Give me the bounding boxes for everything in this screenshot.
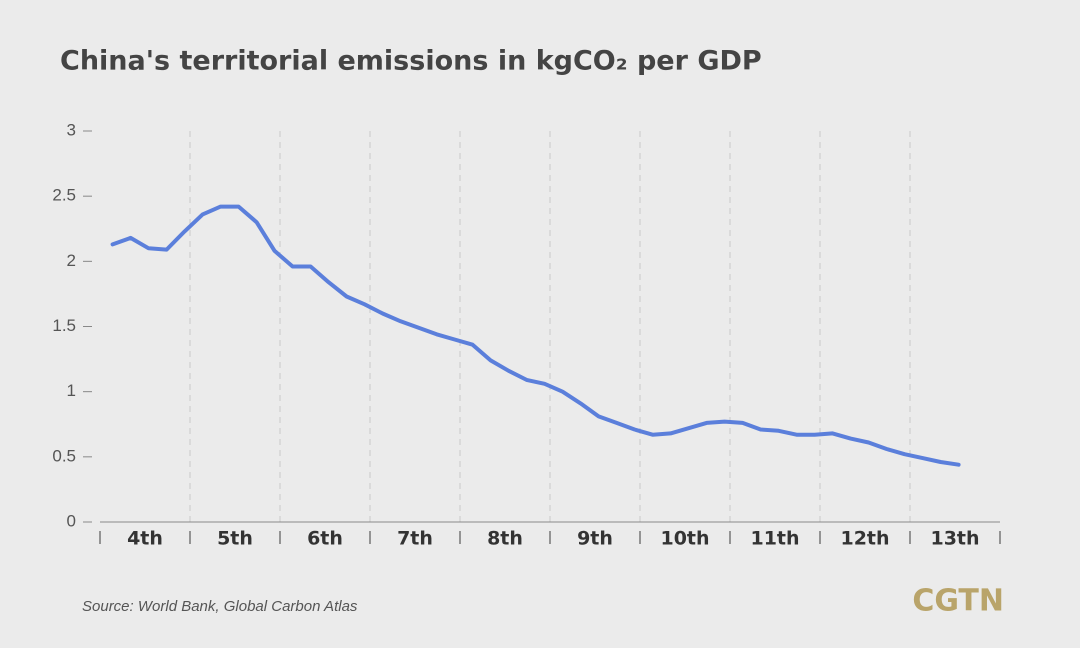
source: Source: World Bank, Global Carbon Atlas [82,598,358,615]
y-tick-label: 2 [67,251,76,270]
y-tick-label: 0 [67,511,76,530]
data-line [110,204,961,467]
chart-title: China's territorial emissions in kgCO₂ p… [60,46,762,77]
x-band-label: 5th [217,528,253,550]
x-band-label: 6th [307,528,343,550]
x-band-label: 9th [577,528,613,550]
y-tick-label: 1 [67,381,76,400]
x-band-label: 12th [840,528,889,550]
x-band-label: 4th [127,528,163,550]
y-tick-label: 0.5 [52,446,76,465]
logo: CGTN [912,584,1004,619]
y-tick-label: 3 [67,120,76,139]
x-band-label: 13th [930,528,979,550]
x-band-label: 8th [487,528,523,550]
y-tick-label: 1.5 [52,316,76,335]
x-band-label: 10th [660,528,709,550]
x-band-label: 7th [397,528,433,550]
x-band-label: 11th [750,528,799,550]
y-tick-label: 2.5 [52,186,76,205]
